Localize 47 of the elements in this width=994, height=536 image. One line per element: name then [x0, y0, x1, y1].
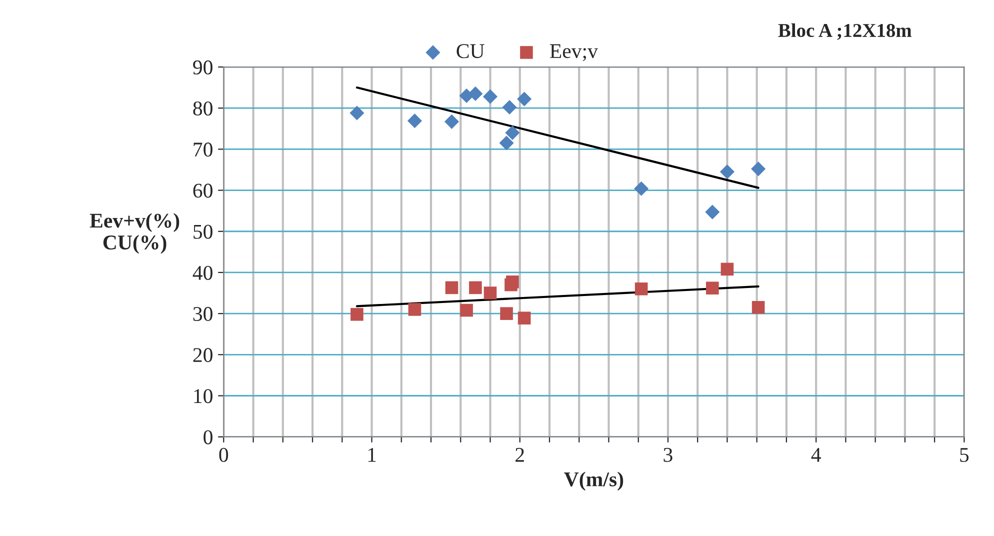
point [506, 276, 519, 288]
x-axis-title: V(m/s) [564, 472, 624, 491]
point [469, 281, 482, 294]
point [407, 114, 422, 128]
point [445, 281, 458, 294]
y-tick-label: 60 [193, 184, 212, 198]
x-tick-label: 5 [960, 448, 969, 462]
point [720, 262, 734, 276]
x-tick-label: 4 [811, 448, 821, 462]
point [751, 162, 766, 176]
y-tick-label: 50 [194, 224, 212, 239]
point [468, 86, 483, 101]
point [444, 114, 460, 129]
point [408, 303, 422, 316]
x-tick-label: 2 [516, 448, 524, 462]
point [634, 282, 648, 296]
point [706, 282, 719, 294]
y-tick-label: 90 [193, 60, 212, 74]
point [350, 106, 364, 120]
point [634, 181, 649, 196]
x-tick-label: 0 [219, 448, 228, 462]
legend-label: Eev;v [550, 44, 598, 62]
y-tick-label: 70 [194, 142, 212, 157]
point [460, 304, 473, 317]
point [517, 92, 532, 106]
point [482, 89, 498, 104]
y-axis-title: Eev+v(%) CU(%) [90, 213, 180, 254]
legend-label: CU [456, 44, 484, 58]
point [350, 308, 364, 321]
point [705, 204, 720, 220]
point [502, 100, 517, 115]
x-tick-label: 1 [368, 448, 376, 462]
point [752, 300, 765, 314]
x-tick-label: 3 [664, 448, 672, 462]
y-tick-label: 40 [192, 266, 212, 280]
y-tick-label: 0 [204, 430, 212, 444]
y-tick-label: 80 [193, 101, 212, 116]
point [720, 164, 734, 180]
chart-title: Bloc A ;12X18m [778, 23, 912, 40]
point [484, 286, 497, 300]
y-tick-label: 20 [193, 348, 212, 362]
y-tick-label: 30 [193, 306, 212, 321]
point [499, 136, 514, 150]
point [500, 307, 513, 320]
y-tick-label: 10 [194, 389, 212, 404]
point [505, 125, 520, 140]
point [518, 312, 531, 324]
